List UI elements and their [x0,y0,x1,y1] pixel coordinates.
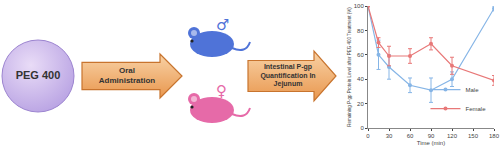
svg-text:100: 100 [354,3,365,9]
svg-text:Intestinal P-gp: Intestinal P-gp [264,63,312,71]
svg-text:♀: ♀ [216,82,227,100]
svg-text:150: 150 [468,133,479,139]
svg-text:Remaining P-gp Protein Level a: Remaining P-gp Protein Level after PEG 4… [347,7,352,127]
svg-text:180: 180 [489,133,500,139]
svg-text:0: 0 [360,125,364,131]
svg-text:PEG 400: PEG 400 [16,69,61,81]
svg-text:20: 20 [357,101,364,107]
svg-text:Quantification In: Quantification In [260,72,315,80]
svg-text:Jejunum: Jejunum [274,80,303,88]
svg-text:Oral: Oral [119,66,135,75]
svg-text:60: 60 [407,133,414,139]
svg-text:80: 80 [357,28,364,34]
svg-text:40: 40 [357,76,364,82]
svg-text:♂: ♂ [216,16,229,34]
svg-text:Female: Female [465,106,486,112]
svg-text:60: 60 [357,52,364,58]
svg-text:30: 30 [386,133,393,139]
svg-text:Administration: Administration [99,76,156,85]
svg-text:120: 120 [447,133,458,139]
svg-text:90: 90 [428,133,435,139]
svg-text:Male: Male [465,87,479,93]
svg-text:Time (min): Time (min) [417,140,445,146]
svg-text:0: 0 [366,133,370,139]
